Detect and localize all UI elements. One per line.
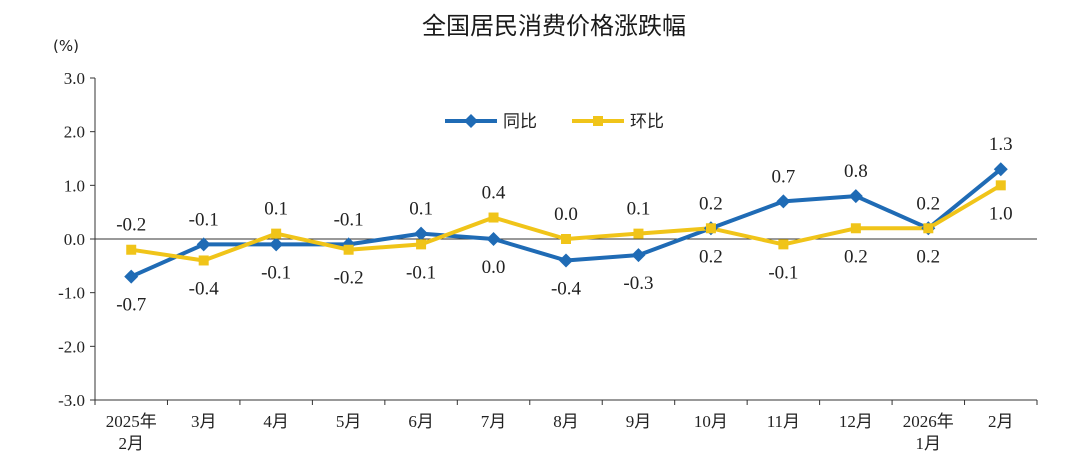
data-label-mom: -0.2	[334, 268, 364, 289]
data-point-yoy	[848, 189, 863, 204]
x-tick-label: 2月	[118, 434, 144, 453]
legend-label-mom: 环比	[630, 112, 664, 132]
data-label-yoy: 0.1	[409, 199, 433, 220]
y-tick-label: -1.0	[58, 284, 85, 303]
data-label-mom: 0.1	[627, 199, 651, 220]
data-label-mom: 0.2	[844, 246, 868, 267]
legend-marker-yoy	[464, 114, 478, 128]
y-tick-label: 2.0	[64, 123, 85, 142]
y-tick-label: 3.0	[64, 69, 85, 88]
plot-area: 3.0 2.0 1.0 0.0 -1.0 -2.0 -3.0 2025年 2月 3月 4月 5月 6月 7…	[58, 69, 1038, 453]
data-label-mom: 0.2	[699, 246, 723, 267]
data-label-yoy: 0.8	[844, 161, 868, 182]
data-point-yoy	[124, 269, 139, 284]
data-label-yoy: 1.3	[989, 134, 1013, 155]
data-label-mom: 0.2	[916, 246, 940, 267]
data-label-yoy: -0.4	[551, 278, 582, 299]
data-point-mom	[705, 223, 716, 234]
data-label-yoy: 0.2	[699, 193, 723, 214]
data-label-yoy: -0.3	[623, 273, 653, 294]
x-tick-label: 2月	[988, 412, 1014, 431]
legend-label-yoy: 同比	[503, 112, 537, 132]
data-point-mom	[850, 223, 861, 234]
y-tick-label: -2.0	[58, 337, 85, 356]
data-point-mom	[126, 244, 137, 255]
data-point-mom	[488, 212, 499, 223]
x-tick-label: 11月	[767, 412, 800, 431]
x-tick-label: 5月	[336, 412, 362, 431]
x-tick-label: 4月	[263, 412, 289, 431]
data-label-mom: -0.2	[116, 215, 146, 236]
data-point-mom	[271, 228, 282, 239]
data-point-mom	[198, 255, 209, 266]
x-tick-label: 6月	[408, 412, 434, 431]
data-label-mom: 1.0	[989, 203, 1013, 224]
data-label-yoy: -0.1	[189, 209, 219, 230]
data-label-mom: 0.4	[482, 183, 506, 204]
x-tick-label: 2026年	[903, 412, 954, 431]
data-label-yoy: 0.7	[772, 166, 796, 187]
x-tick-label: 10月	[694, 412, 728, 431]
data-label-yoy: -0.1	[261, 262, 291, 283]
x-tick-label: 3月	[191, 412, 217, 431]
x-tick-label: 7月	[481, 412, 507, 431]
x-tick-label: 2025年	[106, 412, 157, 431]
data-point-yoy	[269, 237, 284, 252]
data-label-mom: 0.1	[264, 199, 288, 220]
data-point-yoy	[776, 194, 791, 209]
data-point-mom	[923, 223, 934, 234]
chart-title: 全国居民消费价格涨跌幅	[422, 12, 686, 40]
x-tick-label: 8月	[553, 412, 579, 431]
data-point-yoy	[631, 248, 646, 263]
data-label-mom: -0.1	[406, 262, 436, 283]
y-tick-label: 1.0	[64, 176, 85, 195]
data-point-yoy	[414, 226, 429, 241]
data-label-mom: -0.4	[189, 278, 220, 299]
data-point-yoy	[196, 237, 211, 252]
data-point-mom	[343, 244, 354, 255]
data-point-mom	[561, 234, 571, 244]
y-tick-label: -3.0	[58, 391, 85, 410]
x-tick-label: 9月	[626, 412, 652, 431]
data-point-yoy	[993, 162, 1008, 177]
legend-marker-mom	[593, 116, 603, 126]
data-label-yoy: -0.7	[116, 295, 146, 316]
y-axis-unit: (%)	[53, 37, 79, 55]
data-point-mom	[778, 239, 789, 250]
data-label-mom: 0.0	[554, 204, 578, 225]
data-label-yoy: 0.0	[482, 257, 506, 278]
x-tick-label: 1月	[916, 434, 942, 453]
data-point-mom	[416, 239, 427, 250]
data-label-yoy: 0.2	[916, 193, 940, 214]
data-point-mom	[633, 228, 644, 239]
y-tick-label: 0.0	[64, 230, 85, 249]
data-point-yoy	[486, 232, 501, 246]
x-tick-label: 12月	[839, 412, 873, 431]
data-point-mom	[995, 180, 1006, 191]
data-point-yoy	[559, 253, 573, 268]
data-label-yoy: -0.1	[334, 209, 364, 230]
data-label-mom: -0.1	[768, 262, 798, 283]
